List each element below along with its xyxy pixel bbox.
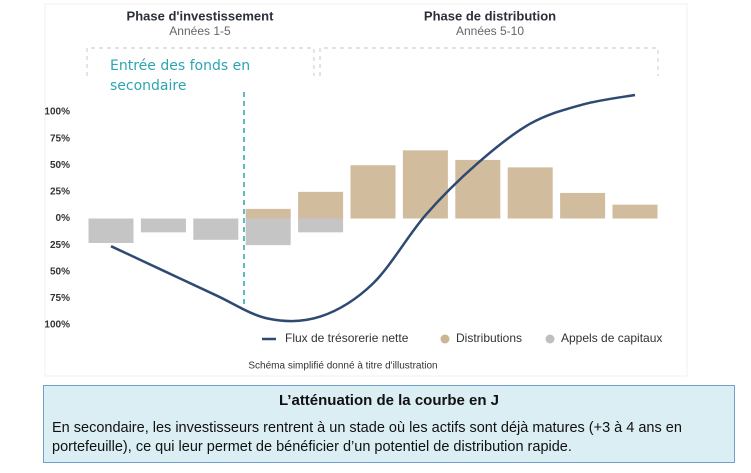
phase-frame [86,47,659,76]
bar [402,150,448,219]
annotation: Entrée des fonds en secondaire [110,58,251,94]
phase-title: Phase d'investissement [127,8,275,23]
bar [245,218,291,246]
y-tick-label: 50% [50,266,70,277]
y-tick-label: 50% [50,160,70,171]
chart: Phase d'investissement Années 1-5 Phase … [44,3,688,377]
y-tick-label: 0% [56,213,71,224]
line [110,93,636,323]
y-tick-label: 25% [50,187,70,198]
phase-subtitle: Années 1-5 [169,24,231,38]
legend-label: Flux de trésorerie nette [285,331,409,345]
legend-label: Distributions [456,331,522,345]
bar [298,191,344,219]
bar [612,204,658,219]
bar [298,218,344,233]
phase-subtitle: Années 5-10 [456,24,524,38]
caption-box: L’atténuation de la courbe en J En secon… [43,385,735,463]
y-tick-label: 75% [50,293,70,304]
phase-title: Phase de distribution [424,8,556,23]
bar [245,208,291,219]
bar [455,159,501,219]
legend-marker [545,334,555,344]
bar [507,167,553,219]
bar [350,165,396,219]
y-tick-label: 75% [50,133,70,144]
y-tick-label: 100% [44,107,70,118]
caption-title: L’atténuation de la courbe en J [278,392,500,409]
y-tick-label: 25% [50,240,70,251]
legend-marker [440,334,450,344]
bar [193,218,239,240]
y-tick-label: 100% [44,320,70,331]
legend-label: Appels de capitaux [561,331,662,345]
bar [140,218,186,233]
footnote: Schéma simplifié donné à titre d'illustr… [248,361,437,372]
caption-text: En secondaire, les investisseurs rentren… [52,420,682,455]
bar [88,218,134,243]
bar [560,192,606,219]
